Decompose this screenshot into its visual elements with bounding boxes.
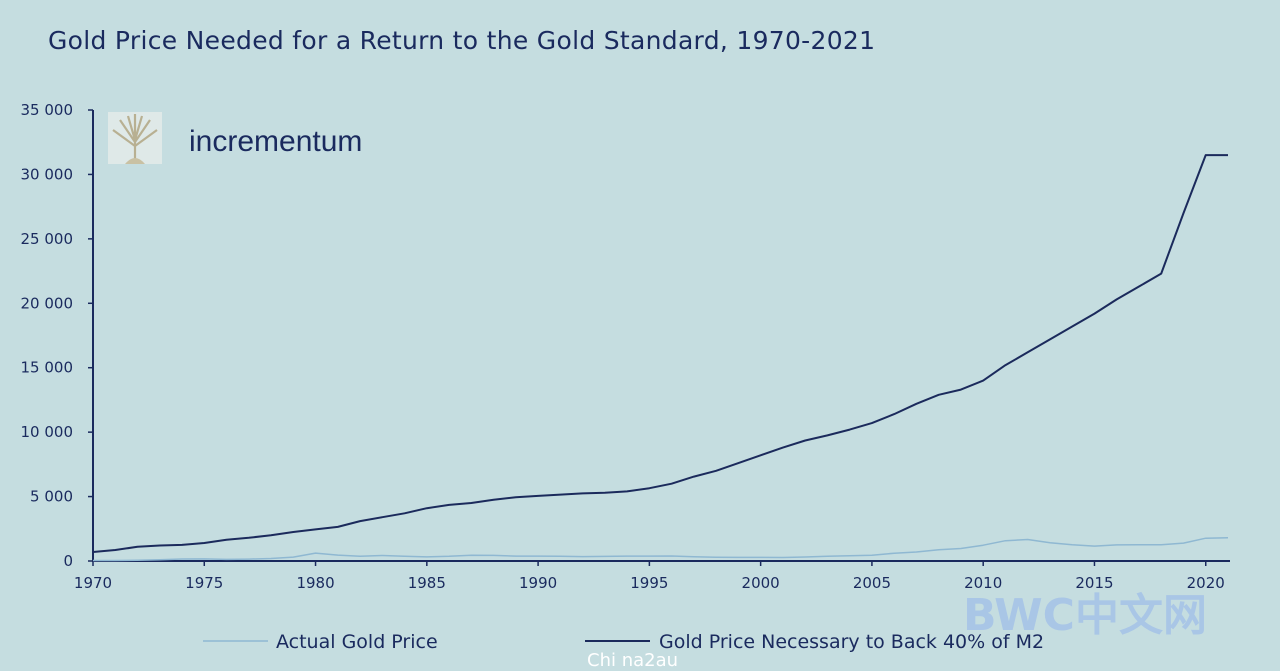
chart-title: Gold Price Needed for a Return to the Go…	[48, 26, 876, 55]
y-tick-label: 20 000	[21, 294, 74, 312]
x-axis-ticks: 1970 1975 1980 1985 1990 1995 2000 2005 2010 2015…	[74, 561, 1225, 592]
brand-name: incrementum	[189, 125, 362, 158]
y-tick-label: 35 000	[21, 101, 74, 119]
x-tick-label: 2020	[1187, 574, 1225, 592]
x-tick-label: 1995	[630, 574, 668, 592]
x-tick-label: 2005	[853, 574, 891, 592]
x-tick-label: 1990	[519, 574, 557, 592]
legend: Actual Gold Price Gold Price Necessary t…	[203, 631, 1044, 653]
y-tick-label: 30 000	[21, 165, 74, 183]
y-axis-ticks: 0 5 000 10 000 15 000 20 000 25 000 30 000 35 0…	[21, 101, 93, 570]
watermark-bottom: Chi na2au	[587, 650, 678, 671]
x-tick-label: 1980	[296, 574, 334, 592]
tree-logo-icon	[108, 112, 162, 164]
series-layer	[92, 154, 1229, 562]
legend-label-actual-gold-price: Actual Gold Price	[276, 631, 438, 653]
x-tick-label: 1975	[185, 574, 223, 592]
y-tick-label: 15 000	[21, 359, 74, 377]
series-line-actual-gold-price	[93, 537, 1229, 562]
x-tick-label: 1985	[408, 574, 446, 592]
y-tick-label: 5 000	[30, 488, 73, 506]
watermark-corner: BWC中文网	[963, 590, 1207, 641]
x-tick-label: 2000	[742, 574, 780, 592]
series-line-m2-backing	[92, 154, 1228, 553]
legend-label-m2-backing: Gold Price Necessary to Back 40% of M2	[659, 631, 1044, 653]
y-tick-label: 10 000	[21, 423, 74, 441]
y-tick-label: 25 000	[21, 230, 74, 248]
x-tick-label: 2015	[1075, 574, 1113, 592]
x-tick-label: 1970	[74, 574, 112, 592]
y-tick-label: 0	[63, 552, 73, 570]
x-tick-label: 2010	[964, 574, 1002, 592]
brand-logo: incrementum	[108, 112, 362, 164]
